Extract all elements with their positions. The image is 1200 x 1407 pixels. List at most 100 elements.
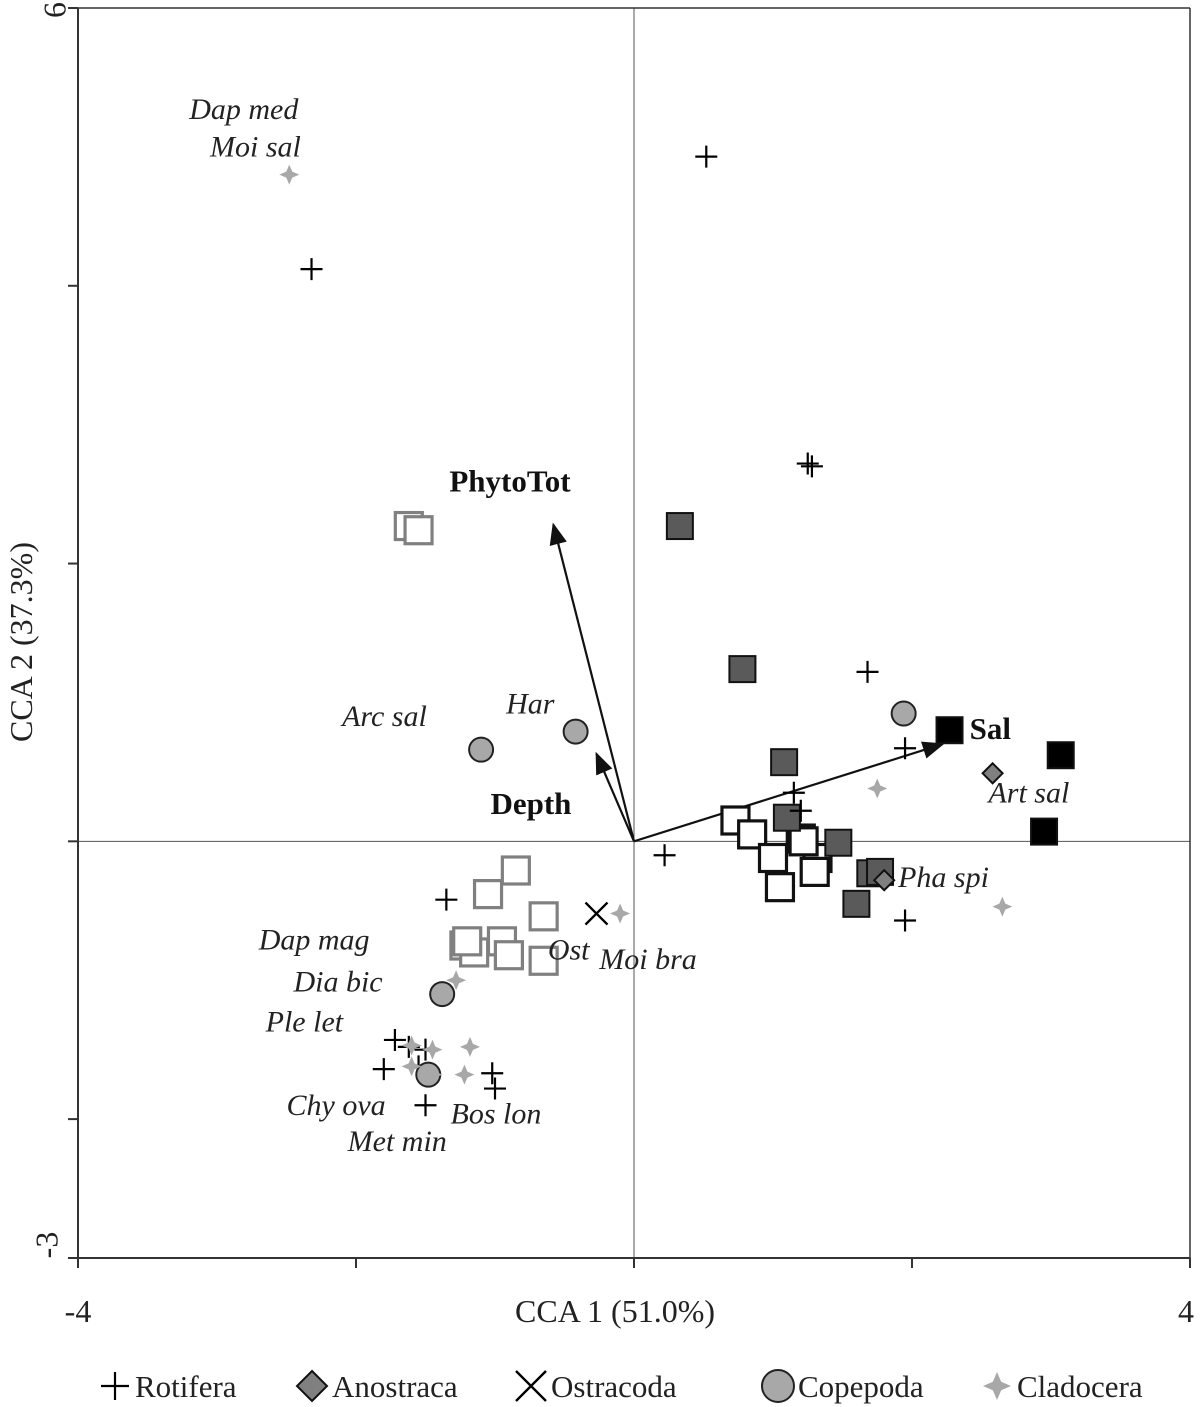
site-marker (799, 856, 830, 887)
site-marker (528, 945, 559, 976)
site-marker (772, 803, 801, 832)
cladocera-point (401, 1035, 422, 1056)
species-label-dap-mag: Dap mag (258, 924, 370, 957)
cladocera-point (446, 970, 467, 991)
vector-label-depth: Depth (490, 786, 571, 821)
rotifera-point (894, 737, 917, 760)
species-label-met-min: Met min (347, 1125, 447, 1158)
anostraca-point (872, 868, 896, 892)
site-marker (788, 826, 819, 857)
species-label-moi-sal: Moi sal (209, 131, 301, 164)
series-sites-black-filled (935, 716, 1075, 846)
species-label-har: Har (505, 688, 555, 721)
legend-cladocera-marker (983, 1372, 1011, 1400)
copepoda-point (562, 718, 589, 745)
cladocera-point (279, 164, 300, 185)
site-marker (1030, 817, 1059, 846)
species-label-pha-spi: Pha spi (897, 861, 989, 894)
legend-rotifera-label: Rotifera (135, 1369, 237, 1404)
legend-item-rotifera: Rotifera (101, 1369, 237, 1404)
species-label-arc-sal: Arc sal (340, 700, 427, 733)
site-marker (935, 716, 964, 745)
legend-copepoda-label: Copepoda (798, 1369, 924, 1404)
x-tick-label-left: -4 (65, 1293, 92, 1329)
vector-depth (595, 751, 636, 842)
x-axis-title: CCA 1 (51.0%) (515, 1293, 715, 1329)
site-marker (493, 940, 524, 971)
x-tick-label-right: 4 (1178, 1293, 1194, 1329)
copepoda-point (429, 981, 456, 1008)
species-label-chy-ova: Chy ova (287, 1089, 386, 1122)
rotifera-point (782, 781, 805, 804)
rotifera-point (800, 455, 823, 478)
legend: Rotifera Anostraca Ostracoda Copepoda Cladoc… (101, 1369, 1143, 1404)
site-marker (528, 901, 559, 932)
cladocera-point (422, 1064, 443, 1085)
rotifera-point (414, 1094, 437, 1117)
species-label-ost: Ost (548, 933, 590, 966)
site-marker (500, 855, 531, 886)
site-marker (728, 655, 757, 684)
legend-item-ostracoda: Ostracoda (515, 1369, 677, 1404)
site-marker (770, 748, 799, 777)
cladocera-point (422, 1039, 443, 1060)
rotifera-point (856, 660, 879, 683)
site-marker (842, 889, 871, 918)
series-sites-black-open (720, 805, 833, 903)
site-marker (403, 515, 434, 546)
legend-ostracoda-marker (515, 1370, 547, 1402)
species-label-art-sal: Art sal (986, 776, 1069, 809)
legend-cladocera-label: Cladocera (1017, 1369, 1143, 1404)
anostraca-point (981, 761, 1005, 785)
legend-copepoda-marker (761, 1369, 795, 1403)
legend-item-copepoda: Copepoda (761, 1369, 924, 1404)
site-marker (665, 512, 694, 541)
ostracoda-point (584, 901, 609, 926)
copepoda-point (468, 736, 495, 763)
y-axis-title: CCA 2 (37.3%) (3, 542, 39, 742)
cladocera-point (992, 896, 1013, 917)
legend-ostracoda-label: Ostracoda (551, 1369, 677, 1404)
rotifera-point (383, 1028, 406, 1051)
env-vectors: PhytoTot Depth Sal (449, 464, 1012, 843)
site-marker (452, 926, 483, 957)
cladocera-point (610, 903, 631, 924)
vector-label-phytotot: PhytoTot (449, 464, 571, 499)
legend-anostraca-label: Anostraca (332, 1369, 458, 1404)
vector-phytotot (549, 522, 636, 842)
cladocera-point (401, 1056, 422, 1077)
species-label-bos-lon: Bos lon (451, 1097, 542, 1130)
rotifera-point (481, 1062, 504, 1085)
rotifera-point (300, 258, 323, 281)
rotifera-point (653, 844, 676, 867)
site-marker (824, 828, 853, 857)
series-sites-grey-open (393, 510, 559, 976)
legend-anostraca-marker (295, 1369, 329, 1403)
rotifera-point (435, 888, 458, 911)
rotifera-point (894, 909, 917, 932)
site-marker (472, 879, 504, 910)
cladocera-point (454, 1064, 475, 1085)
site-marker (764, 872, 796, 903)
species-label-dap-med: Dap med (188, 93, 299, 126)
rotifera-point (789, 799, 812, 822)
legend-item-cladocera: Cladocera (983, 1369, 1143, 1404)
series-ostracoda (584, 901, 609, 926)
cladocera-point (459, 1036, 480, 1057)
y-tick-label-top: 6 (36, 2, 72, 18)
series-anostraca (872, 761, 1005, 892)
rotifera-point (796, 452, 819, 475)
species-label-ple-let: Ple let (265, 1006, 344, 1039)
vector-label-sal: Sal (970, 711, 1012, 746)
rotifera-point (484, 1077, 506, 1100)
species-label-moi-bra: Moi bra (598, 943, 697, 976)
copepoda-point (890, 700, 917, 727)
legend-rotifera-marker (101, 1372, 129, 1400)
rotifera-point (372, 1058, 395, 1081)
site-marker (1046, 741, 1075, 770)
y-tick-label-bottom: -3 (28, 1232, 64, 1259)
species-label-dia-bic: Dia bic (292, 965, 382, 998)
site-marker (757, 842, 789, 874)
rotifera-point (695, 145, 718, 168)
